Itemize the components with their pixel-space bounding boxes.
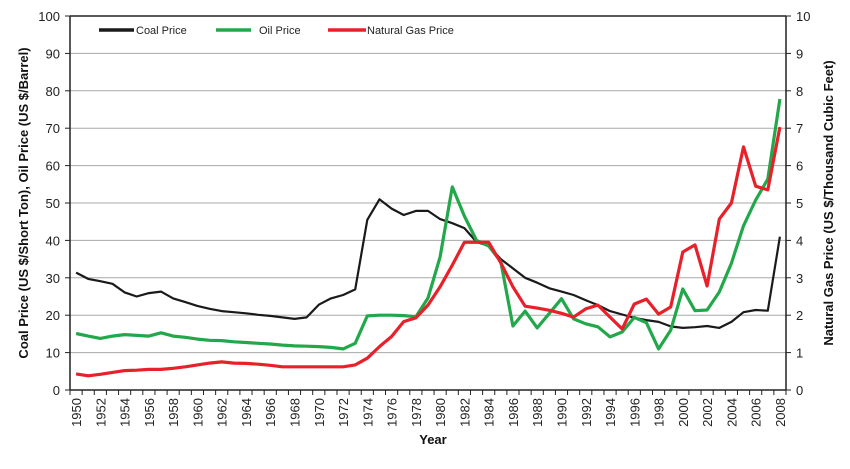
right-tick-label: 3 [796, 271, 803, 286]
series-line-oil-price [75, 98, 782, 351]
left-tick-label: 50 [46, 196, 60, 211]
right-tick-label: 6 [796, 159, 803, 174]
series-line-natural-gas-price [75, 126, 782, 378]
x-tick-label: 1972 [336, 398, 351, 427]
series-line-coal-price [75, 198, 781, 329]
left-tick-label: 40 [46, 233, 60, 248]
x-tick-label: 1988 [530, 398, 545, 427]
right-tick-label: 9 [796, 46, 803, 61]
legend-item-natural-gas: Natural Gas Price [328, 25, 454, 37]
right-tick-label: 2 [796, 308, 803, 323]
series-lines [75, 98, 782, 378]
right-tick-label: 1 [796, 346, 803, 361]
x-tick-label: 1976 [385, 398, 400, 427]
x-tick-label: 1952 [93, 398, 108, 427]
right-y-axis-title: Natural Gas Price (US $/Thousand Cubic F… [821, 60, 836, 345]
x-tick-label: 1994 [603, 398, 618, 427]
left-y-axis-title: Coal Price (US $/Short Ton), Oil Price (… [16, 47, 31, 358]
x-tick-label: 1992 [579, 398, 594, 427]
x-tick-label: 2008 [773, 398, 788, 427]
x-tick-label: 1984 [482, 398, 497, 427]
left-tick-label: 10 [46, 346, 60, 361]
x-tick-label: 2006 [749, 398, 764, 427]
right-tick-label: 4 [796, 233, 803, 248]
x-tick-label: 1990 [554, 398, 569, 427]
left-tick-label: 0 [53, 383, 60, 398]
left-tick-label: 100 [38, 9, 60, 24]
x-tick-label: 2004 [724, 398, 739, 427]
left-tick-label: 60 [46, 159, 60, 174]
legend: Coal Price Oil Price Natural Gas Price [99, 25, 454, 37]
right-tick-label: 0 [796, 383, 803, 398]
right-tick-label: 5 [796, 196, 803, 211]
legend-item-coal: Coal Price [99, 25, 187, 37]
left-tick-label: 80 [46, 84, 60, 99]
left-tick-label: 20 [46, 308, 60, 323]
x-tick-label: 1950 [69, 398, 84, 427]
right-y-ticks: 0 1 2 3 4 5 6 7 8 9 10 [786, 9, 810, 398]
right-tick-label: 8 [796, 84, 803, 99]
x-ticks: 1950 1952 1954 1956 1958 1960 1962 1964 1966 1968… [69, 390, 788, 427]
axes [69, 15, 787, 391]
x-tick-label: 1978 [409, 398, 424, 427]
x-tick-label: 1962 [215, 398, 230, 427]
legend-item-oil: Oil Price [216, 25, 301, 37]
x-tick-label: 1998 [652, 398, 667, 427]
x-tick-label: 1954 [118, 398, 133, 427]
x-tick-label: 1966 [263, 398, 278, 427]
x-tick-label: 1986 [506, 398, 521, 427]
x-axis-title: Year [419, 432, 446, 447]
x-tick-label: 1996 [627, 398, 642, 427]
left-tick-label: 30 [46, 271, 60, 286]
right-tick-label: 10 [796, 9, 810, 24]
x-tick-label: 1960 [190, 398, 205, 427]
x-tick-label: 1956 [142, 398, 157, 427]
left-tick-label: 70 [46, 121, 60, 136]
x-tick-label: 1968 [288, 398, 303, 427]
x-tick-label: 2002 [700, 398, 715, 427]
legend-label-coal: Coal Price [136, 25, 187, 37]
legend-label-natural-gas: Natural Gas Price [367, 25, 454, 37]
x-tick-label: 2000 [676, 398, 691, 427]
right-tick-label: 7 [796, 121, 803, 136]
x-tick-label: 1970 [312, 398, 327, 427]
gridlines [70, 52, 786, 354]
left-tick-label: 90 [46, 46, 60, 61]
x-tick-label: 1964 [239, 398, 254, 427]
x-tick-label: 1958 [166, 398, 181, 427]
x-tick-label: 1974 [360, 398, 375, 427]
legend-label-oil: Oil Price [259, 25, 301, 37]
left-y-ticks: 0 10 20 30 40 50 60 70 80 90 100 [38, 9, 70, 398]
x-tick-label: 1980 [433, 398, 448, 427]
x-tick-label: 1982 [457, 398, 472, 427]
